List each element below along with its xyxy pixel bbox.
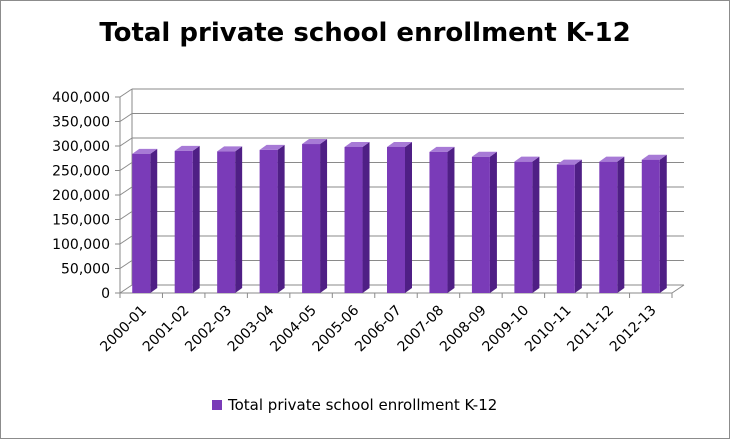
bar-side — [617, 156, 625, 293]
gridline-side — [119, 162, 133, 171]
y-tick-label: 0 — [101, 286, 110, 302]
legend-swatch — [212, 400, 222, 410]
gridline-side — [119, 186, 133, 196]
bar — [429, 151, 448, 293]
bar — [556, 164, 575, 293]
bar-top — [429, 146, 455, 152]
bar-top — [344, 141, 370, 147]
bar-side — [405, 141, 412, 293]
gridline-side — [119, 235, 133, 245]
bar-top — [174, 145, 200, 151]
bar-side — [574, 159, 582, 293]
legend: Total private school enrollment K-12 — [212, 396, 497, 414]
bar-top — [599, 156, 625, 162]
bar — [259, 149, 278, 293]
y-tick-label: 300,000 — [52, 139, 110, 155]
bar-top — [217, 146, 243, 152]
bar — [599, 161, 618, 293]
bar — [514, 161, 533, 293]
bar-side — [192, 145, 200, 293]
bar-side — [277, 144, 285, 293]
bar-side — [532, 156, 540, 293]
bar-side — [489, 151, 497, 293]
gridline-side — [119, 260, 133, 269]
y-tick-label: 400,000 — [52, 90, 110, 106]
y-tick-label: 100,000 — [52, 237, 110, 253]
bar — [387, 146, 405, 293]
chart-title: Total private school enrollment K-12 — [99, 18, 631, 48]
bar-top — [259, 144, 285, 150]
bar-top — [514, 156, 540, 162]
bar-side — [362, 141, 370, 293]
bar-top — [556, 159, 582, 165]
bar — [174, 150, 193, 293]
y-tick-label: 250,000 — [52, 164, 110, 180]
bar — [217, 151, 236, 293]
gridline-side — [119, 88, 133, 98]
bar-side — [447, 146, 455, 293]
bars-layer — [132, 139, 667, 293]
bar — [344, 146, 363, 293]
bar-side — [150, 148, 158, 293]
y-tick-label: 50,000 — [61, 262, 110, 278]
y-tick-label: 150,000 — [52, 213, 110, 229]
bar-top — [641, 154, 667, 160]
bar — [132, 153, 151, 293]
bar-side — [235, 146, 243, 293]
bar — [302, 144, 321, 293]
x-tick-label: 2012-13 — [607, 303, 660, 356]
bar-top — [471, 151, 497, 157]
bar-side — [659, 154, 667, 293]
bar-side — [320, 139, 328, 293]
gridline-side — [119, 211, 133, 220]
y-tick-label: 350,000 — [52, 115, 110, 131]
floor-right — [671, 284, 685, 294]
gridline-side — [119, 137, 133, 147]
bar — [471, 156, 490, 293]
bar-top — [302, 139, 328, 145]
gridline-side — [119, 113, 133, 122]
bar-top — [387, 141, 412, 147]
y-tick-label: 200,000 — [52, 188, 110, 204]
bar-top — [132, 148, 158, 154]
legend-label: Total private school enrollment K-12 — [228, 396, 498, 414]
gridline-side — [119, 284, 133, 294]
bar — [641, 159, 660, 293]
